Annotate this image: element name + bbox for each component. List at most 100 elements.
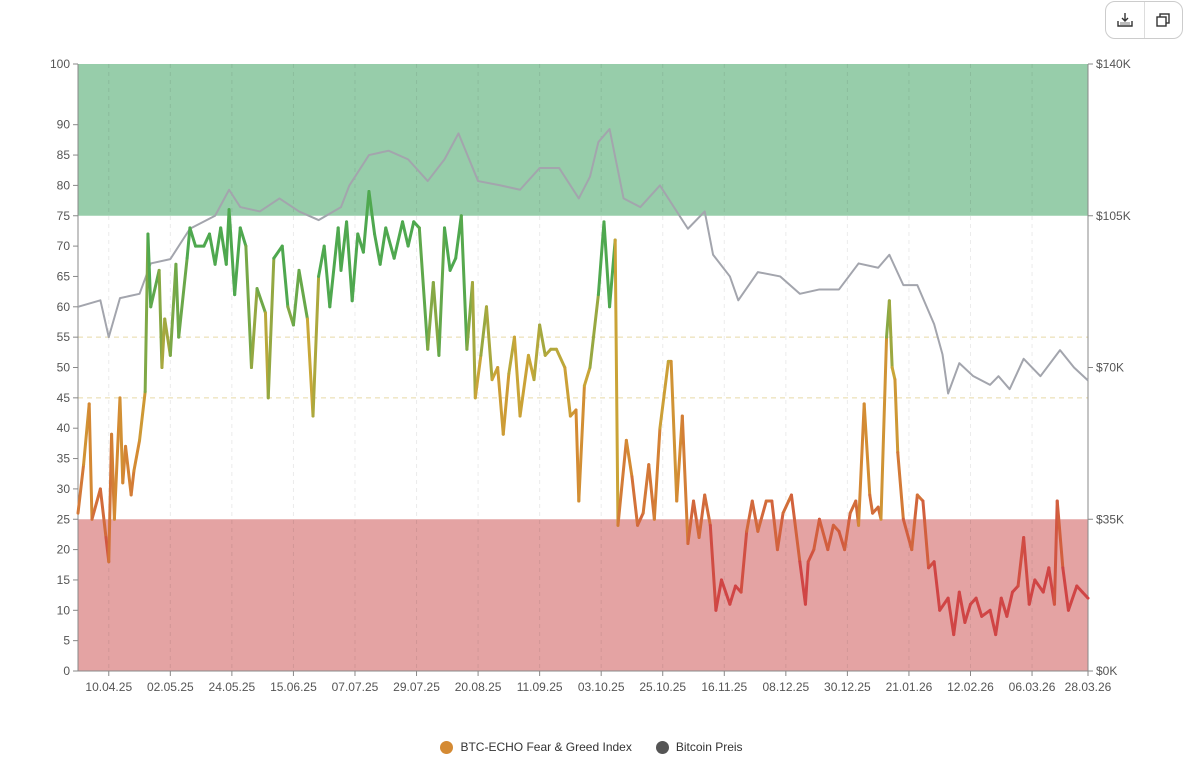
x-tick-label: 30.12.25 [824, 680, 871, 694]
fear-greed-line-segment [999, 596, 1009, 618]
fear-greed-line-segment [76, 463, 86, 515]
fear-greed-line-segment [448, 256, 458, 272]
fear-greed-line-segment [90, 487, 102, 521]
fear-greed-line-segment [255, 287, 267, 315]
fear-greed-line-segment [160, 317, 167, 369]
fear-greed-line-segment [739, 529, 749, 594]
fear-greed-line-segment [946, 596, 956, 637]
fear-greed-line-segment [890, 366, 897, 382]
y-left-tick-label: 45 [57, 391, 71, 405]
fear-greed-line-segment [367, 189, 377, 236]
legend-dot-fear-greed [440, 740, 454, 754]
zone-fear [78, 519, 1088, 671]
fear-greed-line-segment [305, 317, 315, 418]
x-tick-label: 02.05.25 [147, 680, 194, 694]
fear-greed-line-segment [1033, 578, 1045, 594]
copy-icon [1156, 13, 1170, 27]
x-tick-label: 12.02.26 [947, 680, 994, 694]
fear-greed-line-segment [826, 523, 835, 552]
fear-greed-line-segment [118, 396, 125, 485]
legend-dot-bitcoin-price [655, 740, 669, 754]
fear-greed-chart: 0 5 10 15 20 25 30 35 40 45 50 55 60 65 70 75 80 85 90 100 $… [50, 57, 1131, 694]
y-right-tick-label: $140K [1096, 57, 1131, 71]
fear-greed-line-segment [401, 220, 410, 248]
y-left-tick-label: 0 [63, 664, 70, 678]
legend: BTC-ECHO Fear & Greed Index Bitcoin Prei… [0, 740, 1183, 754]
x-tick-label: 15.06.25 [270, 680, 317, 694]
legend-item-fear-greed[interactable]: BTC-ECHO Fear & Greed Index [440, 740, 632, 754]
fear-greed-line-segment [641, 463, 651, 515]
fear-greed-line-segment [812, 517, 821, 552]
fear-greed-line-segment [686, 499, 696, 546]
y-left-tick-label: 15 [57, 573, 71, 587]
x-tick-label: 10.04.25 [85, 680, 132, 694]
legend-item-bitcoin-price[interactable]: Bitcoin Preis [655, 740, 743, 754]
fear-greed-line-segment [893, 378, 900, 454]
fear-greed-line-segment [350, 232, 360, 303]
y-left-tick-label: 85 [57, 148, 71, 162]
fear-greed-line-segment [697, 493, 707, 539]
fear-greed-line-segment [806, 548, 816, 564]
y-left-tick-label: 70 [57, 239, 71, 253]
fear-greed-line-segment [213, 226, 223, 266]
fear-greed-line-segment [728, 584, 737, 606]
fear-greed-line-segment [345, 220, 354, 303]
fear-greed-line-segment [384, 226, 396, 260]
fear-greed-line-segment [272, 244, 284, 260]
fear-greed-line-segment [124, 444, 133, 497]
fear-greed-line-segment [602, 220, 612, 309]
legend-label-fear-greed: BTC-ECHO Fear & Greed Index [460, 740, 632, 754]
y-right-tick-label: $35K [1096, 512, 1124, 526]
fear-greed-line-segment [87, 402, 94, 521]
fear-greed-line-segment [988, 608, 998, 637]
fear-greed-line-segment [630, 475, 640, 527]
fear-greed-line-segment [636, 511, 645, 527]
fear-greed-line-segment [501, 372, 511, 436]
y-left-tick-label: 100 [50, 57, 70, 71]
fear-greed-line-segment [1016, 535, 1026, 588]
fear-greed-line-segment [297, 268, 309, 321]
fear-greed-line-segment [669, 359, 679, 503]
fear-greed-line-segment [974, 596, 984, 618]
fear-greed-line-segment [339, 220, 349, 272]
y-left-tick-label: 25 [57, 512, 71, 526]
fear-greed-line-segment [1055, 499, 1065, 570]
fear-greed-line-segment [132, 438, 142, 473]
x-tick-label: 20.08.25 [455, 680, 502, 694]
bitcoin-price-line [77, 128, 1089, 395]
fear-greed-line-segment [233, 226, 242, 297]
download-button[interactable] [1106, 2, 1144, 38]
x-tick-label: 24.05.25 [209, 680, 256, 694]
fear-greed-line-segment [112, 396, 122, 521]
fear-greed-line-segment [675, 414, 684, 503]
fear-greed-line-segment [496, 366, 505, 436]
copy-button[interactable] [1143, 2, 1183, 38]
fear-greed-line-segment [862, 402, 872, 497]
y-right-tick-label: $70K [1096, 361, 1124, 375]
fear-greed-line-segment [188, 226, 198, 248]
y-left-tick-label: 80 [57, 178, 71, 192]
fear-greed-line-segment [952, 590, 961, 637]
fear-greed-line-segment [1052, 499, 1059, 606]
x-tick-label: 11.09.25 [517, 680, 563, 694]
fear-greed-line-segment [512, 335, 522, 418]
fear-greed-line-segment [887, 299, 894, 369]
fear-greed-line-segment [538, 323, 547, 357]
fear-greed-line-segment [378, 226, 388, 266]
fear-greed-line-segment [896, 450, 905, 521]
fear-greed-line-segment [652, 426, 662, 521]
download-icon [1117, 13, 1133, 27]
fear-greed-line-segment [392, 220, 405, 260]
fear-greed-line-segment [361, 189, 371, 254]
fear-greed-line-segment [138, 390, 147, 442]
fear-greed-line-segment [658, 359, 670, 430]
fear-greed-line-segment [437, 226, 447, 357]
fear-greed-line-segment [1061, 566, 1070, 612]
fear-greed-line-segment [554, 347, 567, 369]
fear-greed-line-segment [1027, 578, 1037, 606]
fear-greed-line-segment [932, 560, 942, 612]
fear-greed-line-segment [616, 438, 628, 527]
fear-greed-line-segment [775, 511, 785, 552]
fear-greed-line-segment [714, 578, 723, 612]
x-tick-label: 08.12.25 [762, 680, 809, 694]
